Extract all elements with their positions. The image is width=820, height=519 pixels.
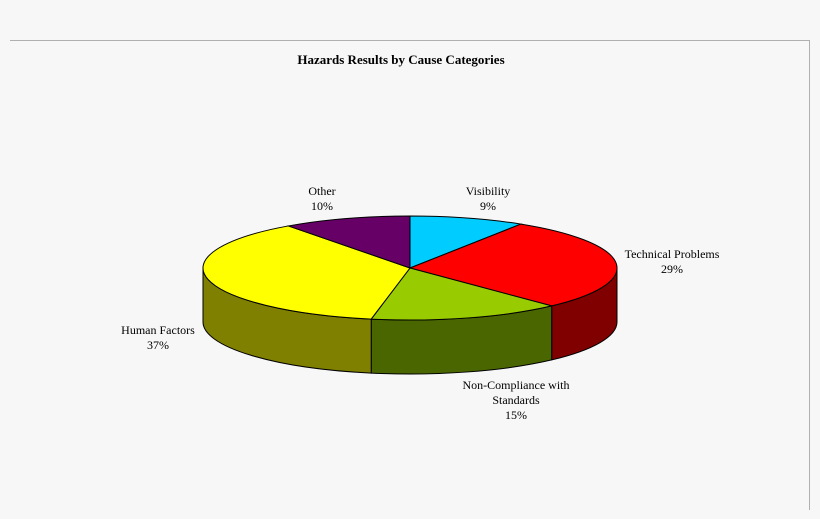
slice-name-human-factors: Human Factors bbox=[121, 323, 195, 337]
pie-slice-human-factors bbox=[202, 225, 411, 320]
slice-name-technical-problems: Technical Problems bbox=[625, 247, 720, 261]
slice-label-other: Other 10% bbox=[308, 184, 335, 213]
slice-label-human-factors: Human Factors 37% bbox=[121, 323, 195, 352]
pie-slice-other bbox=[286, 215, 411, 269]
slice-name-other: Other bbox=[308, 184, 335, 198]
slice-percent-visibility: 9% bbox=[480, 199, 496, 213]
slice-label-technical-problems: Technical Problems 29% bbox=[625, 247, 720, 276]
pie-labels: Visibility 9% Technical Problems 29% Non-Com… bbox=[121, 184, 720, 422]
slice-label-visibility: Visibility 9% bbox=[466, 184, 511, 213]
pie-slice-technical-problems bbox=[408, 223, 618, 307]
frame-border-top bbox=[10, 40, 810, 41]
pie-slice-non-compliance-with-standards bbox=[370, 267, 552, 321]
pie-slices bbox=[202, 215, 618, 321]
pie-slice-visibility bbox=[409, 215, 523, 269]
slice-percent-human-factors: 37% bbox=[147, 338, 169, 352]
frame-border-right bbox=[809, 40, 810, 510]
pie-sides bbox=[202, 267, 618, 375]
slice-percent-non-compliance-with-standards: 15% bbox=[505, 408, 527, 422]
chart-title: Hazards Results by Cause Categories bbox=[297, 52, 505, 67]
slice-name-non-compliance-with-standards: Non-Compliance with bbox=[463, 378, 570, 392]
slice-percent-other: 10% bbox=[311, 199, 333, 213]
slice-label-non-compliance-with-standards: Non-Compliance with Standards 15% bbox=[463, 378, 570, 422]
slice-name-visibility: Visibility bbox=[466, 184, 511, 198]
slice-percent-technical-problems: 29% bbox=[661, 262, 683, 276]
slice-name-non-compliance-with-standards: Standards bbox=[492, 393, 540, 407]
